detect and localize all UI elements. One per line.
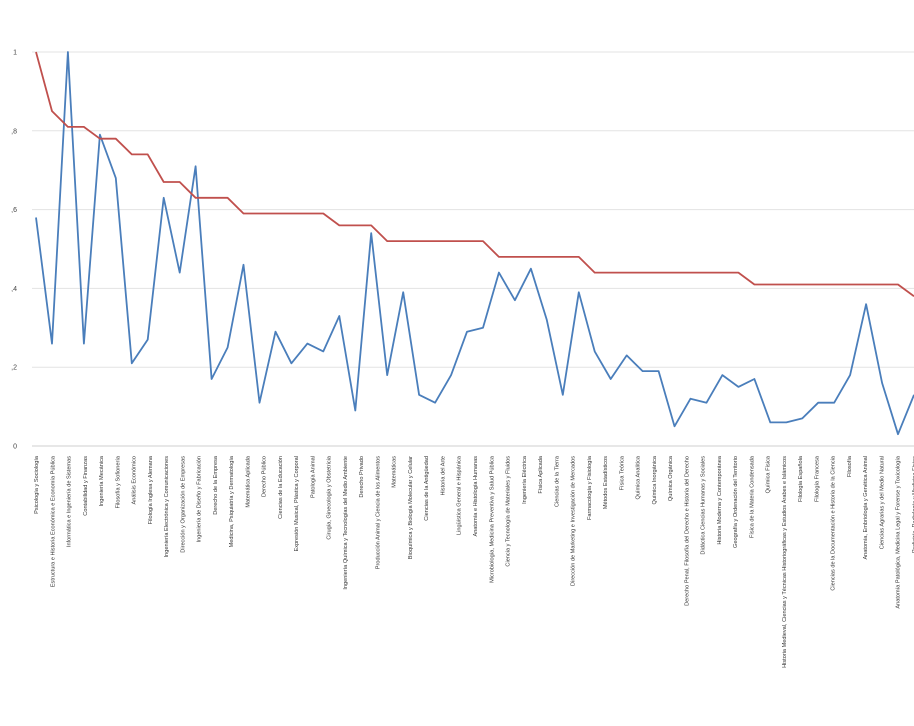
x-tick-label: Microbiología, Medicina Preventiva y Sal… (489, 455, 495, 583)
x-tick-label: Ingeniería Química y Tecnologías del Med… (343, 456, 349, 590)
x-tick-label: Ciencias Agrarias y del Medio Natural (879, 456, 885, 549)
x-tick-label: Métodos Estadísticos (603, 456, 609, 509)
x-tick-label: Geografía y Ordenación del Territorio (733, 456, 739, 548)
x-tick-label: Anatomía Patológica, Medicina Legal y Fo… (896, 455, 902, 608)
x-tick-label: Didáctica Ciencias Humanas y Sociales (701, 456, 707, 555)
x-tick-label: Lingüística General e Hispánica (457, 455, 463, 535)
x-tick-label: Contabilidad y Finanzas (83, 456, 89, 516)
series-line-0 (35, 51, 914, 436)
x-tick-label: Química Orgánica (668, 455, 674, 501)
x-tick-label: Física Teórica (619, 455, 625, 490)
y-axis-tick-labels: 0 ,2 ,4 ,6 ,8 1 (11, 50, 17, 451)
x-tick-label: Producción Animal y Ciencia de los Alime… (375, 456, 381, 569)
x-tick-label: Ingeniería Eléctrica (522, 455, 528, 504)
gridlines (32, 51, 914, 447)
x-tick-label: Bioquímica y Biología Molecular y Celula… (408, 456, 414, 559)
x-tick-label: Ingeniería de Diseño y Fabricación (197, 456, 203, 542)
x-tick-label: Patología Animal (310, 456, 316, 498)
x-tick-label: Derecho Penal, Filosofía del Derecho e H… (684, 456, 690, 606)
x-tick-label: Dirección y Organización de Empresas (180, 456, 186, 553)
x-tick-label: Ciencias de la Documentación e Historia … (831, 455, 837, 591)
x-tick-label: Química Analítica (636, 455, 642, 499)
x-tick-label: Derecho Público (262, 456, 268, 497)
x-tick-label: Análisis Económico (132, 456, 138, 505)
x-tick-label: Historia Medieval, Ciencias y Técnicas H… (781, 456, 788, 668)
y-tick-label: ,4 (11, 286, 17, 293)
x-tick-label: Dirección de Marketing e Investigación d… (571, 456, 577, 586)
x-tick-label: Anatomía e Histología Humanas (473, 456, 479, 537)
x-tick-label: Química Inorgánica (652, 455, 658, 504)
x-tick-label: Química Física (766, 455, 772, 493)
x-tick-label: Medicina, Psiquiatría y Dermatología (229, 455, 235, 547)
x-tick-label: Ciencias de la Tierra (554, 455, 560, 507)
x-tick-label: Matemática Aplicada (245, 455, 251, 508)
series-line-1 (35, 51, 914, 298)
y-tick-label: ,8 (11, 128, 17, 135)
y-tick-label: 1 (13, 50, 17, 57)
x-tick-label: Expresión Musical, Plástica y Corporal (294, 456, 300, 551)
x-tick-label: Cirugía, Ginecología y Obstetricia (327, 455, 333, 540)
x-tick-label: Filología Francesa (814, 455, 820, 502)
x-tick-label: Ciencia y Tecnología de Materiales y Flu… (506, 456, 512, 567)
x-tick-label: Ciencias de la Educación (278, 456, 284, 519)
x-tick-label: Ciencias de la Antigüedad (424, 456, 430, 521)
x-tick-label: Filosofía (847, 455, 853, 477)
x-tick-label: Filosofía y Sofionería (115, 455, 121, 508)
x-tick-label: Filología Española (798, 455, 804, 502)
x-tick-label: Matemáticas (392, 456, 398, 488)
series-lines (35, 51, 914, 436)
x-tick-label: Ingeniería Electrónica y Comunicaciones (164, 456, 170, 558)
x-tick-label: Física de la Materia Condensada (749, 455, 755, 538)
x-tick-label: Historia del Arte (440, 456, 446, 495)
x-tick-label: Farmacología y Fisiología (587, 455, 593, 520)
x-tick-label: Ingeniería Mecánica (99, 455, 105, 506)
x-tick-label: Física Aplicada (538, 455, 544, 494)
x-tick-label: Anatomía, Embriología y Genética Animal (863, 456, 869, 560)
x-tick-label: Derecho de la Empresa (213, 455, 219, 515)
y-tick-label: 0 (13, 444, 17, 451)
x-tick-label: Psicología y Sociología (34, 455, 40, 514)
x-tick-label: Filología Inglesa y Alemana (148, 455, 154, 524)
x-tick-label: Historia Moderna y Contemporánea (717, 455, 723, 545)
x-tick-label: Informática e Ingeniería de Sistemas (67, 456, 73, 547)
y-tick-label: ,2 (11, 365, 17, 372)
x-axis-tick-labels: Psicología y Sociología Estructura e Hist… (34, 455, 914, 668)
y-tick-label: ,6 (11, 207, 17, 214)
x-tick-label: Derecho Privado (359, 456, 365, 498)
x-tick-label: Pediatría, Radiología y Medicina Física (912, 455, 914, 553)
x-tick-label: Estructura e Historia Económica e Econom… (50, 455, 56, 587)
